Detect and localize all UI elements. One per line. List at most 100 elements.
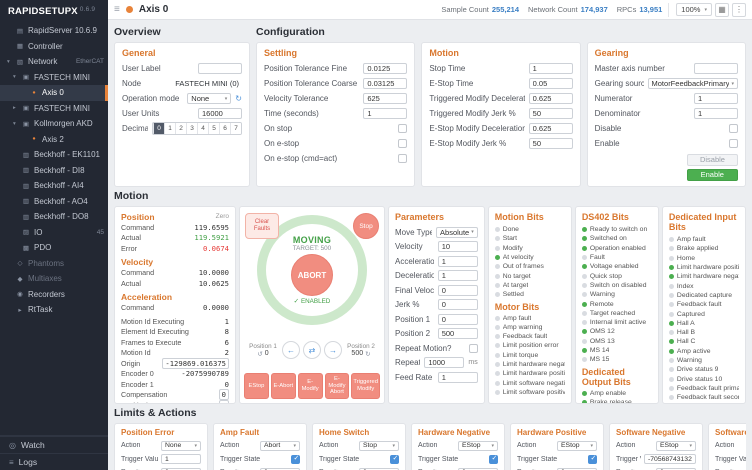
- sidebar-item[interactable]: ◆ Multiaxes: [0, 271, 108, 287]
- zero-button[interactable]: Zero: [215, 213, 229, 220]
- field-input[interactable]: 10▾: [437, 241, 478, 253]
- user-label-input[interactable]: [198, 63, 242, 74]
- move-left-button[interactable]: ←: [282, 341, 300, 359]
- tree-chevron-icon[interactable]: ▾: [13, 120, 16, 127]
- menu-icon[interactable]: ≡: [114, 4, 120, 15]
- action-select[interactable]: EStop ▾: [656, 440, 696, 451]
- action-select[interactable]: EStop ▾: [458, 440, 498, 451]
- decimals-option[interactable]: 7: [230, 123, 241, 134]
- sidebar-item[interactable]: ▸ RtTask: [0, 302, 108, 318]
- decimals-option[interactable]: 6: [219, 123, 230, 134]
- move-right-button[interactable]: →: [324, 341, 342, 359]
- field-input[interactable]: 1▾: [363, 108, 408, 119]
- zoom-select[interactable]: 100% ▾: [676, 3, 712, 16]
- estop-action-button[interactable]: EStop: [244, 373, 269, 399]
- field-input[interactable]: 50▾: [528, 108, 573, 119]
- position1-block: Position 1 ↺ 0: [247, 343, 279, 358]
- checkbox[interactable]: [728, 124, 738, 133]
- cycle-button[interactable]: ⇄: [303, 341, 321, 359]
- sidebar-item[interactable]: ▥ Beckhoff - AO4: [0, 194, 108, 210]
- sidebar-item[interactable]: ▥ Beckhoff - AI4: [0, 178, 108, 194]
- decimals-option[interactable]: 4: [197, 123, 208, 134]
- action-select[interactable]: EStop ▾: [557, 440, 597, 451]
- trigger-state-checkbox[interactable]: [588, 454, 597, 464]
- decimals-option[interactable]: 1: [164, 123, 175, 134]
- tree-chevron-icon[interactable]: ▾: [13, 74, 16, 81]
- trigger-state-checkbox[interactable]: [291, 454, 300, 464]
- field-input[interactable]: ▾: [693, 63, 738, 74]
- decimals-option[interactable]: 2: [175, 123, 186, 134]
- checkbox[interactable]: [398, 154, 408, 163]
- sidebar-item[interactable]: ▸ ▣ FASTECH MINI: [0, 101, 108, 117]
- checkbox[interactable]: [398, 139, 408, 148]
- sidebar-item[interactable]: ● Axis 0: [0, 85, 108, 101]
- sidebar-item[interactable]: ▥ Beckhoff - EK1101: [0, 147, 108, 163]
- sidebar-item[interactable]: ▨ IO 45: [0, 225, 108, 241]
- sidebar-item[interactable]: ▥ Beckhoff - DO8: [0, 209, 108, 225]
- field-input[interactable]: 0▾: [437, 284, 478, 296]
- sidebar-item[interactable]: ◉ Recorders: [0, 287, 108, 303]
- sidebar-bottom-item[interactable]: ≡ Logs: [0, 453, 108, 470]
- field-input[interactable]: MotorFeedbackPrimary ▾: [647, 78, 738, 89]
- sidebar-item[interactable]: ▾ ▣ Kollmorgen AKD: [0, 116, 108, 132]
- estop-action-button[interactable]: E-Abort: [270, 373, 296, 399]
- sidebar-item[interactable]: ● Axis 2: [0, 132, 108, 148]
- field-input[interactable]: 1▾: [693, 108, 738, 119]
- clear-faults-button[interactable]: Clear Faults: [245, 213, 279, 239]
- checkbox[interactable]: [398, 124, 408, 133]
- trigger-state-checkbox[interactable]: [390, 454, 399, 464]
- field-input[interactable]: 0▾: [437, 313, 478, 325]
- gearing-disable-button[interactable]: Disable: [686, 154, 738, 166]
- field-input[interactable]: Absolute ▾: [436, 226, 478, 238]
- field-input[interactable]: 1▾: [437, 270, 478, 282]
- action-select[interactable]: Abort ▾: [260, 440, 300, 451]
- stop-button[interactable]: Stop: [353, 213, 379, 239]
- field-input[interactable]: 1▾: [437, 371, 478, 383]
- estop-action-button[interactable]: Triggered Modify: [351, 373, 380, 399]
- field-input[interactable]: 625▾: [363, 93, 408, 104]
- trigger-state-checkbox[interactable]: [489, 454, 498, 464]
- decimals-option[interactable]: 5: [208, 123, 219, 134]
- field-input[interactable]: 50▾: [528, 138, 573, 149]
- estop-action-button[interactable]: E-Modify: [297, 373, 323, 399]
- sidebar-item[interactable]: ▥ Beckhoff - DI8: [0, 163, 108, 179]
- more-options-button[interactable]: ⋮: [732, 2, 746, 17]
- sidebar-item[interactable]: ▤ RapidServer 10.6.9: [0, 23, 108, 39]
- estop-action-button[interactable]: E-Modify Abort: [324, 373, 350, 399]
- checkbox[interactable]: [468, 343, 478, 353]
- sidebar-item[interactable]: ▾ ▧ Network EtherCAT: [0, 54, 108, 70]
- operation-mode-select[interactable]: None ▾: [187, 93, 232, 104]
- field-input[interactable]: 0.0125▾: [363, 63, 408, 74]
- decimals-option[interactable]: 3: [186, 123, 197, 134]
- field-row: Numerator 1▾: [595, 91, 738, 106]
- gearing-enable-button[interactable]: Enable: [686, 169, 738, 181]
- sidebar-item-label: Beckhoff - AI4: [34, 181, 84, 191]
- sidebar-item[interactable]: ◇ Phantoms: [0, 256, 108, 272]
- field-input[interactable]: 0.05▾: [528, 78, 573, 89]
- trigger-value-input[interactable]: 1: [161, 454, 201, 465]
- action-select[interactable]: None ▾: [161, 440, 201, 451]
- field-input[interactable]: 0.625▾: [528, 93, 573, 104]
- sidebar-bottom-item[interactable]: ◎ Watch: [0, 436, 108, 453]
- checkbox[interactable]: [728, 139, 738, 148]
- field-input[interactable]: 1▾: [437, 255, 478, 267]
- field-input[interactable]: 1▾: [528, 63, 573, 74]
- sidebar-item[interactable]: ▦ Controller: [0, 39, 108, 55]
- field-input[interactable]: 500▾: [437, 328, 478, 340]
- field-input[interactable]: 0.625▾: [528, 123, 573, 134]
- field-input[interactable]: 0.03125▾: [363, 78, 408, 89]
- field-input[interactable]: 1▾: [693, 93, 738, 104]
- sidebar-item[interactable]: ▩ PDO: [0, 240, 108, 256]
- sidebar-item[interactable]: ▾ ▣ FASTECH MINI: [0, 70, 108, 86]
- layout-grid-button[interactable]: ▦: [715, 2, 729, 17]
- user-units-input[interactable]: 16000: [198, 108, 242, 119]
- decimals-option[interactable]: 0: [153, 123, 164, 134]
- field-input[interactable]: 0▾: [437, 299, 478, 311]
- abort-button[interactable]: ABORT: [291, 254, 333, 296]
- trigger-value-input[interactable]: -705687431329.088: [644, 454, 696, 465]
- field-input[interactable]: 1000▾: [424, 357, 465, 369]
- action-select[interactable]: Stop ▾: [359, 440, 399, 451]
- refresh-icon[interactable]: ↻: [235, 94, 242, 103]
- tree-chevron-icon[interactable]: ▸: [13, 105, 16, 112]
- tree-chevron-icon[interactable]: ▾: [7, 58, 10, 65]
